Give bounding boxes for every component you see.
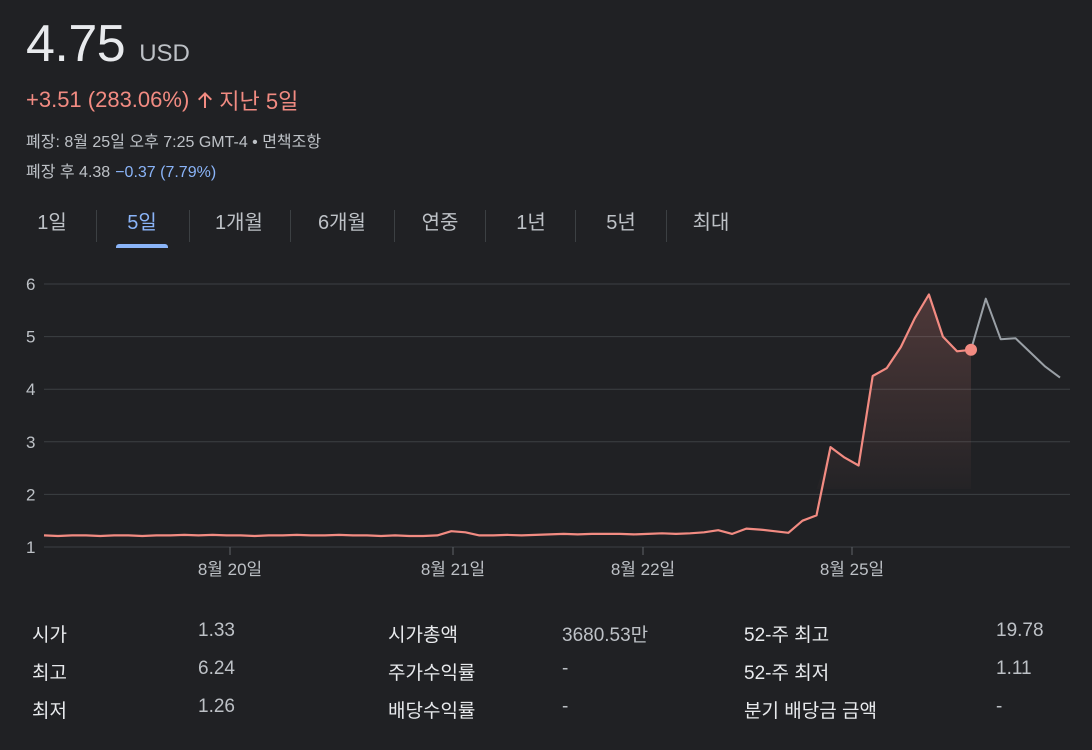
stat-value-open: 1.33 — [198, 620, 235, 641]
stat-value-52w-low: 1.11 — [996, 658, 1032, 679]
after-hours-line — [970, 297, 1061, 379]
stat-label-market-cap: 시가총액 — [388, 625, 458, 646]
tab-divider — [485, 210, 486, 242]
tab-divider — [290, 210, 291, 242]
range-tabs: 1일 5일 1개월 6개월 연중 1년 5년 최대 — [0, 204, 780, 248]
price-area-fill — [816, 294, 971, 490]
tab-1m[interactable]: 1개월 — [215, 212, 263, 234]
tab-1d[interactable]: 1일 — [37, 212, 67, 234]
change-value: +3.51 (283.06%) — [26, 87, 190, 112]
x-tick-label: 8월 20일 — [198, 560, 262, 579]
stat-label-dividend-yield: 배당수익률 — [388, 701, 476, 722]
stat-value-low: 1.26 — [198, 696, 235, 717]
stat-label-52w-low: 52-주 최저 — [744, 663, 830, 684]
tab-divider — [96, 210, 97, 242]
tab-1y[interactable]: 1년 — [516, 212, 546, 234]
arrow-up-icon — [197, 91, 213, 109]
stat-value-dividend-yield: - — [562, 696, 569, 717]
tab-divider — [189, 210, 190, 242]
stat-label-high: 최고 — [32, 663, 67, 684]
stat-label-52w-high: 52-주 최고 — [744, 625, 830, 646]
price-header: 4.75 USD — [26, 14, 190, 74]
y-tick-label: 4 — [26, 380, 35, 399]
stat-value-pe-ratio: - — [562, 658, 569, 679]
x-tick-label: 8월 25일 — [820, 560, 884, 579]
y-tick-label: 2 — [26, 485, 35, 504]
stat-value-52w-high: 19.78 — [996, 620, 1044, 641]
y-tick-label: 6 — [26, 275, 35, 294]
stat-value-market-cap: 3680.53만 — [562, 625, 649, 646]
tab-divider — [666, 210, 667, 242]
stat-label-pe-ratio: 주가수익률 — [388, 663, 476, 684]
after-hours-change: −0.37 (7.79%) — [115, 164, 217, 181]
current-price-dot — [965, 343, 977, 356]
stat-label-quarterly-dividend: 분기 배당금 금액 — [744, 701, 877, 722]
currency-code: USD — [139, 40, 190, 67]
tab-max[interactable]: 최대 — [692, 212, 730, 234]
current-price: 4.75 — [26, 15, 126, 73]
tab-divider — [394, 210, 395, 242]
price-chart[interactable]: 1 2 3 4 5 6 8월 20일 8월 21일 8월 22일 8월 25일 — [0, 260, 1092, 590]
after-hours-info: 폐장 후 4.38 −0.37 (7.79%) — [26, 158, 216, 182]
tab-divider — [575, 210, 576, 242]
y-tick-label: 5 — [26, 328, 35, 347]
tab-5d[interactable]: 5일 — [116, 204, 168, 248]
change-period: 지난 5일 — [219, 89, 299, 114]
tab-ytd[interactable]: 연중 — [421, 212, 459, 234]
y-tick-label: 3 — [26, 433, 35, 452]
y-tick-label: 1 — [26, 538, 35, 557]
tab-6m[interactable]: 6개월 — [318, 212, 366, 234]
price-change: +3.51 (283.06%) 지난 5일 — [26, 84, 298, 116]
market-closed-info: 폐장: 8월 25일 오후 7:25 GMT-4 • 면책조항 — [26, 134, 322, 151]
after-hours-price: 폐장 후 4.38 — [26, 164, 111, 181]
price-line — [43, 293, 972, 538]
stat-label-open: 시가 — [32, 625, 67, 646]
stat-value-quarterly-dividend: - — [996, 696, 1003, 717]
tab-5y[interactable]: 5년 — [606, 212, 636, 234]
x-tick-label: 8월 22일 — [611, 560, 675, 579]
x-tick-label: 8월 21일 — [421, 560, 485, 579]
stat-label-low: 최저 — [32, 701, 67, 722]
stat-value-high: 6.24 — [198, 658, 235, 679]
